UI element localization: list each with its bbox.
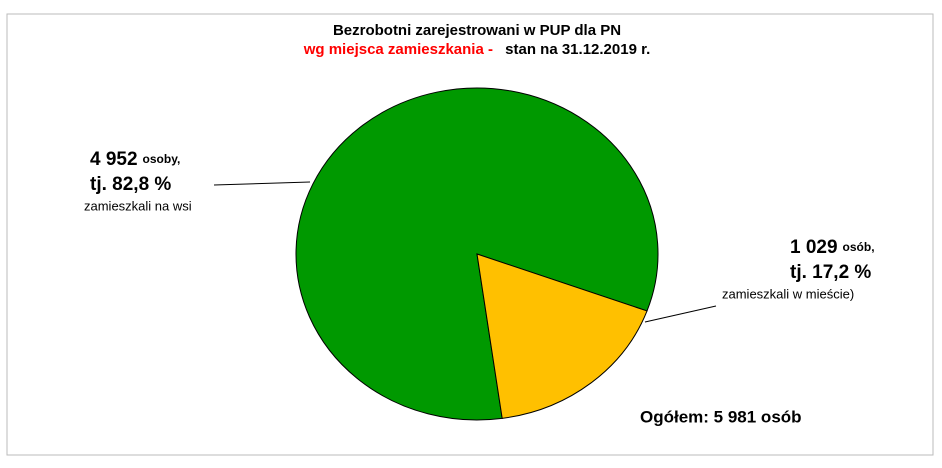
percent-label: tj. 17,2 % — [790, 262, 871, 283]
chart-title: Bezrobotni zarejestrowani w PUP dla PN — [333, 22, 621, 39]
subtitle-red: wg miejsca zamieszkania - — [303, 41, 493, 58]
value-number: 4 952 — [90, 149, 138, 170]
subtitle: wg miejsca zamieszkania - stan na 31.12.… — [303, 41, 651, 58]
value-label: 1 029 osób, — [790, 237, 875, 258]
pie-slice — [476, 253, 648, 419]
leader-line — [644, 305, 717, 323]
percent-label: tj. 82,8 % — [90, 174, 171, 195]
category-label: zamieszkali w mieście) — [722, 286, 854, 301]
category-label: zamieszkali na wsi — [84, 198, 192, 213]
value-label: 4 952 osoby, — [90, 149, 180, 170]
value-unit: osoby, — [143, 152, 181, 166]
subtitle-date: stan na 31.12.2019 r. — [505, 41, 650, 58]
total-annotation: Ogółem: 5 981 osób — [640, 407, 802, 426]
value-unit: osób, — [843, 240, 875, 254]
leader-line — [213, 181, 311, 186]
value-number: 1 029 — [790, 237, 838, 258]
